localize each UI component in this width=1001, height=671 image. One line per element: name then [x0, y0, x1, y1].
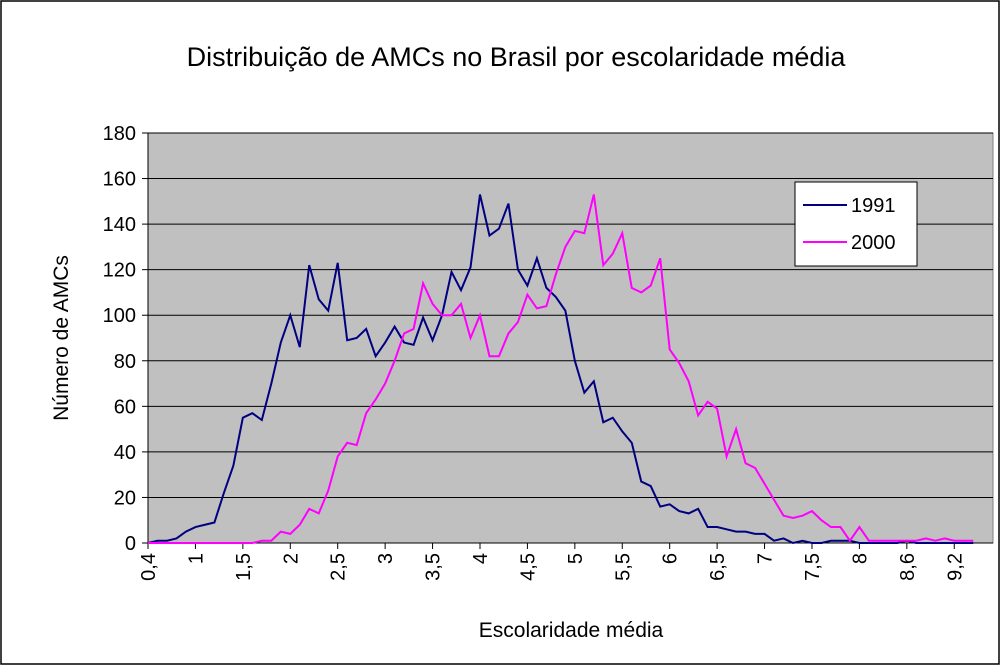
x-tick-label: 7 — [755, 553, 777, 564]
y-axis-label: Número de AMCs — [50, 255, 73, 421]
x-tick-label: 8,6 — [897, 553, 919, 581]
x-tick-label: 1 — [185, 553, 207, 564]
x-tick-label: 5 — [565, 553, 587, 564]
x-tick-label: 9,2 — [944, 553, 966, 581]
series-line — [147, 194, 974, 545]
x-tick-label: 7,5 — [802, 553, 824, 581]
y-tick-label: 120 — [103, 260, 136, 282]
y-tick-label: 40 — [114, 442, 136, 464]
chart-title: Distribuição de AMCs no Brasil por escol… — [187, 42, 847, 72]
y-tick-label: 20 — [114, 487, 136, 509]
y-tick-label: 180 — [103, 123, 136, 145]
y-tick-label: 80 — [114, 351, 136, 373]
x-tick-label: 4 — [470, 553, 492, 564]
x-tick-label: 8 — [849, 553, 871, 564]
series-line — [148, 194, 974, 544]
x-tick-label: 5,5 — [612, 553, 634, 581]
x-tick-label: 1,5 — [233, 553, 255, 581]
y-tick-label: 160 — [103, 169, 136, 191]
legend-label: 2000 — [851, 232, 896, 254]
x-tick-label: 3,5 — [423, 553, 445, 581]
x-tick-label: 2 — [280, 553, 302, 564]
y-tick-label: 140 — [103, 214, 136, 236]
x-axis-label: Escolaridade média — [479, 619, 664, 642]
y-tick-label: 100 — [103, 305, 136, 327]
x-tick-label: 6,5 — [707, 553, 729, 581]
x-tick-label: 6 — [660, 553, 682, 564]
legend-label: 1991 — [851, 195, 896, 217]
y-tick-label: 60 — [114, 396, 136, 418]
x-tick-label: 2,5 — [328, 553, 350, 581]
x-tick-label: 3 — [375, 553, 397, 564]
x-tick-label: 0,4 — [138, 553, 160, 581]
legend — [794, 181, 918, 267]
x-tick-label: 4,5 — [517, 553, 539, 581]
y-tick-label: 0 — [125, 533, 136, 555]
